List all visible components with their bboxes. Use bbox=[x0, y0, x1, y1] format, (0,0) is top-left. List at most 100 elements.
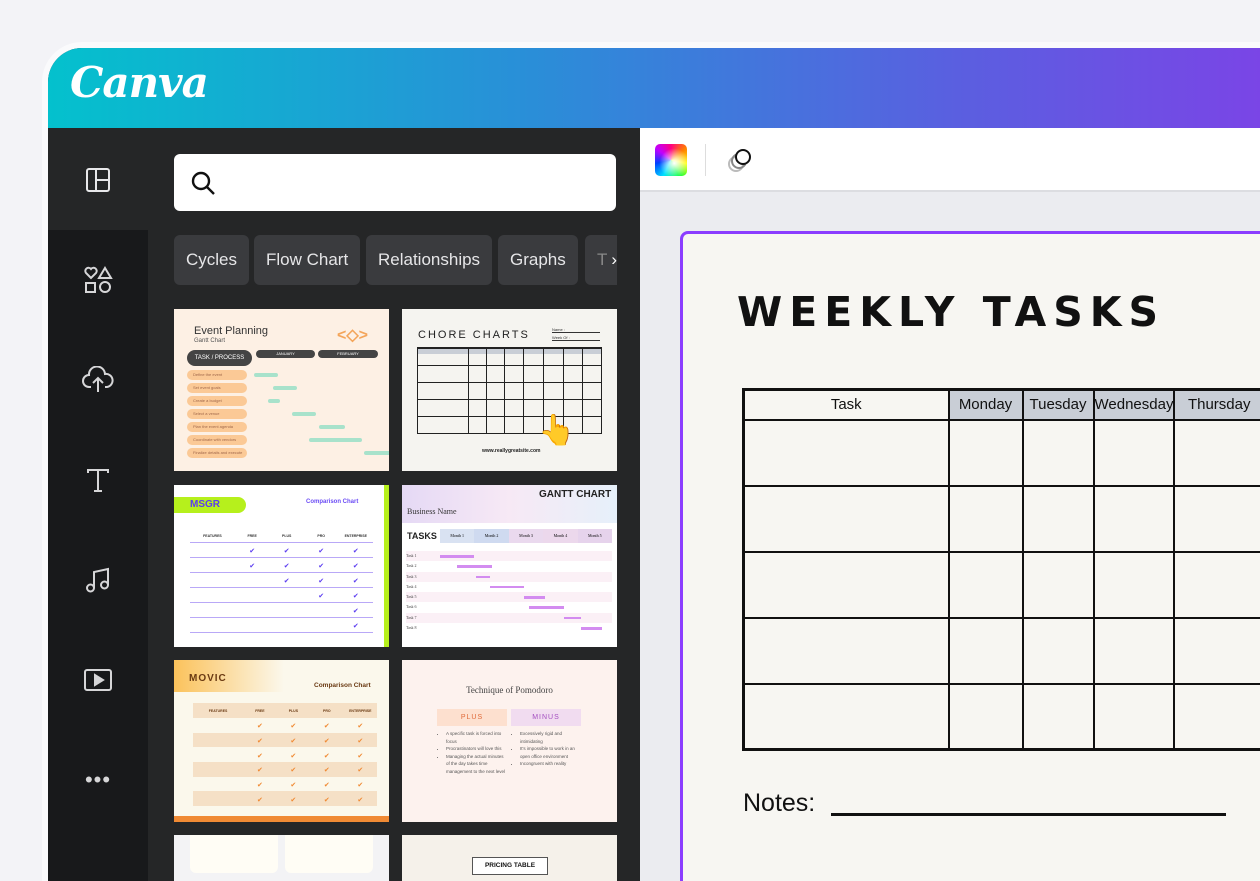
transparency-icon[interactable] bbox=[726, 145, 756, 175]
gantt-row: Task 5 bbox=[406, 592, 612, 603]
chip-more[interactable]: T › bbox=[585, 235, 617, 285]
task-row: Define the event bbox=[187, 370, 247, 380]
table-row: ✔ ✔ ✔ bbox=[190, 573, 373, 588]
template-movic-comparison[interactable]: MOVIC Comparison Chart FEATURES FREE PLUS P… bbox=[174, 660, 389, 822]
table-cell[interactable] bbox=[1092, 418, 1176, 487]
column-header: PLUS bbox=[282, 533, 292, 538]
table-cell[interactable] bbox=[947, 682, 1024, 751]
table-cell[interactable] bbox=[947, 616, 1024, 685]
text-icon[interactable] bbox=[80, 462, 116, 498]
layout-icon[interactable] bbox=[80, 162, 116, 198]
table-cell[interactable] bbox=[1173, 484, 1260, 553]
column-header-thursday: Thursday bbox=[1173, 388, 1260, 421]
table-cell[interactable] bbox=[1173, 418, 1260, 487]
table-row: ✔ ✔ ✔ ✔ bbox=[256, 752, 364, 760]
weekly-tasks-table[interactable]: Task Monday Tuesday Wednesday Thursday bbox=[742, 388, 1260, 751]
list-item: A specific task is forced into focus bbox=[446, 730, 508, 745]
canva-logo[interactable]: Canva bbox=[70, 58, 209, 107]
task-row: Select a venue bbox=[187, 409, 247, 419]
design-page[interactable]: WEEKLY TASKS Task Monday Tuesday Wednesd… bbox=[680, 231, 1260, 881]
column-header: FREE bbox=[255, 708, 265, 713]
task-row: Coordinate with vendors bbox=[187, 435, 247, 445]
template-cards[interactable] bbox=[174, 835, 389, 881]
table-cell[interactable] bbox=[742, 682, 950, 751]
table-cell[interactable] bbox=[1021, 484, 1095, 553]
template-chore-charts[interactable]: CHORE CHARTS Name : Week Of : www.really… bbox=[402, 309, 617, 471]
table-cell[interactable] bbox=[947, 484, 1024, 553]
table-row: ✔ ✔ ✔ ✔ bbox=[193, 791, 377, 807]
table-row: ✔ ✔ ✔ ✔ bbox=[193, 732, 377, 748]
table-cell[interactable] bbox=[947, 418, 1024, 487]
color-picker-icon[interactable] bbox=[655, 144, 687, 176]
canva-window: Canva ••• Cycles Flow Chart Relationship… bbox=[48, 48, 1260, 881]
gantt-bar bbox=[318, 425, 346, 429]
chip-graphs[interactable]: Graphs bbox=[498, 235, 578, 285]
column-header: ENTERPRISE bbox=[344, 533, 367, 538]
elements-icon[interactable] bbox=[80, 262, 116, 298]
chip-flow-chart[interactable]: Flow Chart bbox=[254, 235, 361, 285]
template-pricing-table[interactable]: PRICING TABLE bbox=[402, 835, 617, 881]
table-cell[interactable] bbox=[742, 418, 950, 487]
upload-icon[interactable] bbox=[80, 362, 116, 398]
table-cell[interactable] bbox=[1173, 616, 1260, 685]
column-header-tuesday: Tuesday bbox=[1021, 388, 1095, 421]
table-row bbox=[742, 616, 1260, 685]
table-cell[interactable] bbox=[1173, 682, 1260, 751]
table-row: ✔ ✔ ✔ ✔ bbox=[190, 543, 373, 558]
list-item: Incongruent with reality bbox=[520, 760, 582, 768]
table-cell[interactable] bbox=[742, 550, 950, 619]
task-row: Plan the event agenda bbox=[187, 422, 247, 432]
table-cell[interactable] bbox=[1021, 682, 1095, 751]
music-icon[interactable] bbox=[80, 562, 116, 598]
template-event-planning[interactable]: Event Planning Gantt Chart <◇> TASK / PR… bbox=[174, 309, 389, 471]
gantt-bar bbox=[309, 438, 362, 442]
table-cell[interactable] bbox=[1092, 616, 1176, 685]
chip-relationships[interactable]: Relationships bbox=[366, 235, 493, 285]
template-pomodoro[interactable]: Technique of Pomodoro PLUS MINUS A speci… bbox=[402, 660, 617, 822]
templates-panel: Cycles Flow Chart Relationships Graphs T… bbox=[148, 128, 640, 881]
table-cell[interactable] bbox=[1092, 484, 1176, 553]
month-header: Month 4 bbox=[543, 529, 578, 543]
column-header-task: Task bbox=[742, 388, 950, 421]
gantt-bar bbox=[524, 596, 545, 599]
chip-cycles[interactable]: Cycles bbox=[174, 235, 250, 285]
table-cell[interactable] bbox=[1021, 616, 1095, 685]
month-header: Month 3 bbox=[508, 529, 544, 543]
video-icon[interactable] bbox=[80, 662, 116, 698]
template-msgr-comparison[interactable]: MSGR Comparison Chart FEATURES FREE PLUS PR… bbox=[174, 485, 389, 647]
table-cell[interactable] bbox=[1021, 550, 1095, 619]
gantt-bar bbox=[364, 451, 389, 455]
column-header: FREE bbox=[247, 533, 257, 538]
table-cell[interactable] bbox=[742, 484, 950, 553]
gantt-bar bbox=[529, 606, 564, 609]
more-icon[interactable]: ••• bbox=[84, 767, 112, 792]
chore-grid bbox=[417, 347, 602, 434]
table-row: ✔ ✔ ✔ ✔ bbox=[256, 782, 364, 790]
table-row bbox=[742, 418, 1260, 487]
gantt-row: Task 6 bbox=[406, 602, 612, 613]
chevron-right-icon[interactable]: › bbox=[611, 250, 617, 269]
search-input[interactable] bbox=[174, 154, 616, 211]
page-title[interactable]: WEEKLY TASKS bbox=[737, 288, 1166, 336]
table-cell[interactable] bbox=[1092, 682, 1176, 751]
table-cell[interactable] bbox=[1092, 550, 1176, 619]
gantt-bar bbox=[292, 412, 317, 416]
task-row: Create a budget bbox=[187, 396, 247, 406]
hand-cursor-icon: 👆 bbox=[538, 414, 576, 447]
column-header: FEATURES bbox=[203, 533, 222, 538]
gantt-bar bbox=[440, 555, 475, 558]
table-row bbox=[742, 550, 1260, 619]
list-item: Excessively rigid and intimidating bbox=[520, 730, 582, 745]
gantt-bar bbox=[268, 399, 281, 403]
list-item: Procrastinators will love this bbox=[446, 745, 508, 753]
month-header: Month 1 bbox=[440, 529, 475, 543]
table-cell[interactable] bbox=[742, 616, 950, 685]
table-cell[interactable] bbox=[1021, 418, 1095, 487]
gantt-row: Task 8 bbox=[406, 623, 612, 634]
table-row: ✔ ✔ ✔ ✔ bbox=[256, 723, 364, 731]
gantt-row: Task 7 bbox=[406, 612, 612, 624]
table-cell[interactable] bbox=[1173, 550, 1260, 619]
table-cell[interactable] bbox=[947, 550, 1024, 619]
column-header: ENTERPRISE bbox=[349, 708, 372, 713]
